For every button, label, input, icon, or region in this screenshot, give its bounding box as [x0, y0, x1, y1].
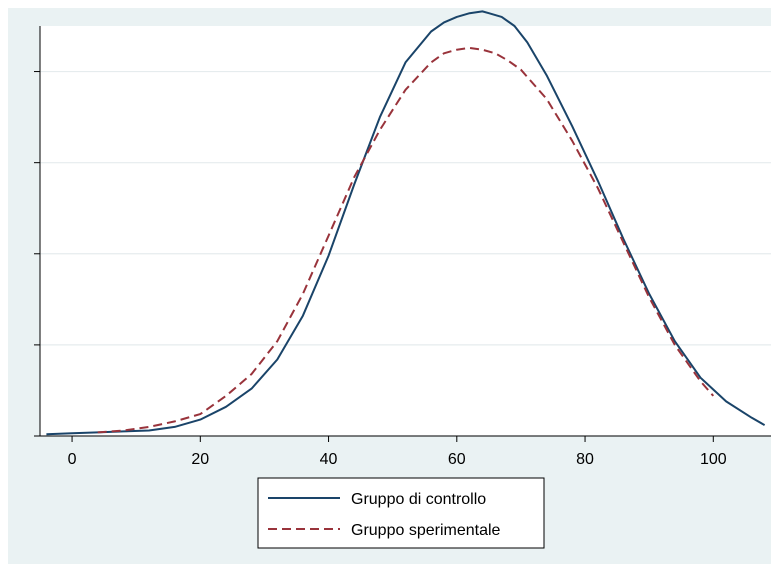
plot-area — [40, 26, 771, 436]
x-tick-label-3: 60 — [448, 451, 466, 468]
x-tick-labels: 0 20 40 60 80 100 — [68, 451, 727, 468]
series-lines — [46, 10, 766, 436]
axes — [34, 26, 771, 442]
legend: Gruppo di controllo Gruppo sperimentale — [257, 477, 545, 549]
x-tick-label-4: 80 — [576, 451, 594, 468]
chart-frame: 0 20 40 60 80 100 Gruppo di controllo Gruppo … — [8, 8, 771, 564]
x-tick-label-0: 0 — [68, 451, 77, 468]
x-tick-label-5: 100 — [700, 451, 727, 468]
x-tick-label-2: 40 — [320, 451, 338, 468]
chart-svg: 0 20 40 60 80 100 Gruppo di controllo Gruppo … — [34, 10, 771, 549]
series-line-0 — [46, 10, 766, 436]
series-line-1 — [97, 46, 715, 434]
legend-label-controllo: Gruppo di controllo — [351, 491, 486, 508]
legend-label-sperimentale: Gruppo sperimentale — [351, 522, 501, 539]
x-tick-label-1: 20 — [191, 451, 209, 468]
legend-box — [257, 477, 545, 549]
